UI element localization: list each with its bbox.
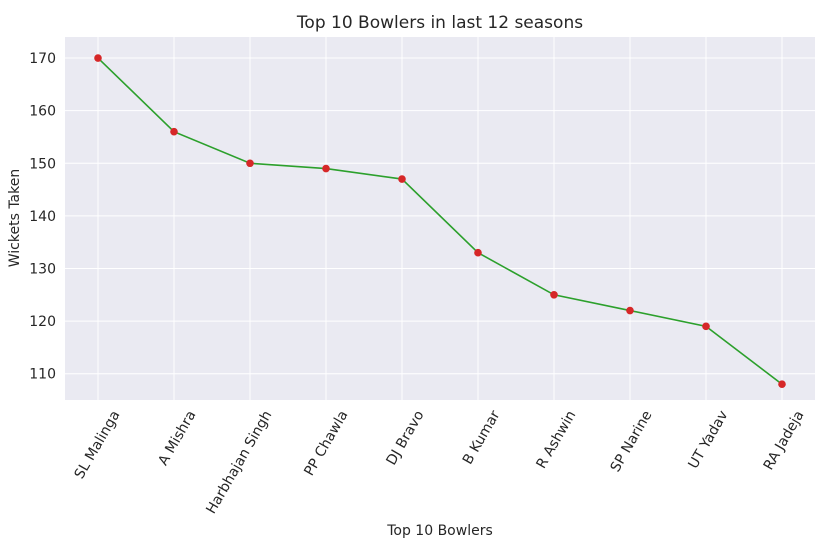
y-tick-label: 170 <box>29 51 56 67</box>
data-point <box>170 127 178 136</box>
x-tick-label: R Ashwin <box>534 408 580 472</box>
chart-title: Top 10 Bowlers in last 12 seasons <box>296 13 583 33</box>
x-tick-label: A Mishra <box>155 408 199 468</box>
grid-lines <box>65 37 815 400</box>
x-tick-label: PP Chawla <box>301 408 351 479</box>
data-point <box>778 380 786 389</box>
x-tick-labels: SL Malinga A Mishra Harbhajan Singh PP Chaw… <box>72 408 808 517</box>
x-tick-label: DJ Bravo <box>384 408 428 468</box>
data-point <box>94 54 102 62</box>
data-point <box>246 159 254 168</box>
data-points <box>94 54 786 389</box>
x-axis-label: Top 10 Bowlers <box>386 523 493 539</box>
data-point <box>702 322 710 331</box>
x-tick-label: UT Yadav <box>686 408 732 472</box>
data-point <box>474 248 482 257</box>
plot-area <box>65 37 815 400</box>
x-tick-label: RA Jadeja <box>761 408 808 473</box>
y-tick-label: 160 <box>29 104 56 120</box>
x-tick-label: B Kumar <box>460 408 504 468</box>
y-tick-label: 110 <box>29 367 56 383</box>
y-tick-labels: 110 120 130 140 150 160 170 <box>29 51 56 383</box>
data-point <box>550 290 558 299</box>
y-tick-label: 130 <box>29 261 56 277</box>
y-tick-label: 120 <box>29 314 56 330</box>
data-point <box>322 164 330 173</box>
data-point <box>626 306 634 315</box>
data-point <box>398 175 406 183</box>
series-line <box>97 57 783 385</box>
y-tick-label: 140 <box>29 209 56 225</box>
x-tick-label: SL Malinga <box>72 408 124 482</box>
x-tick-label: SP Narine <box>608 408 656 475</box>
x-tick-label: Harbhajan Singh <box>203 408 275 517</box>
y-tick-label: 150 <box>29 156 56 172</box>
y-axis-label: Wickets Taken <box>7 169 23 268</box>
